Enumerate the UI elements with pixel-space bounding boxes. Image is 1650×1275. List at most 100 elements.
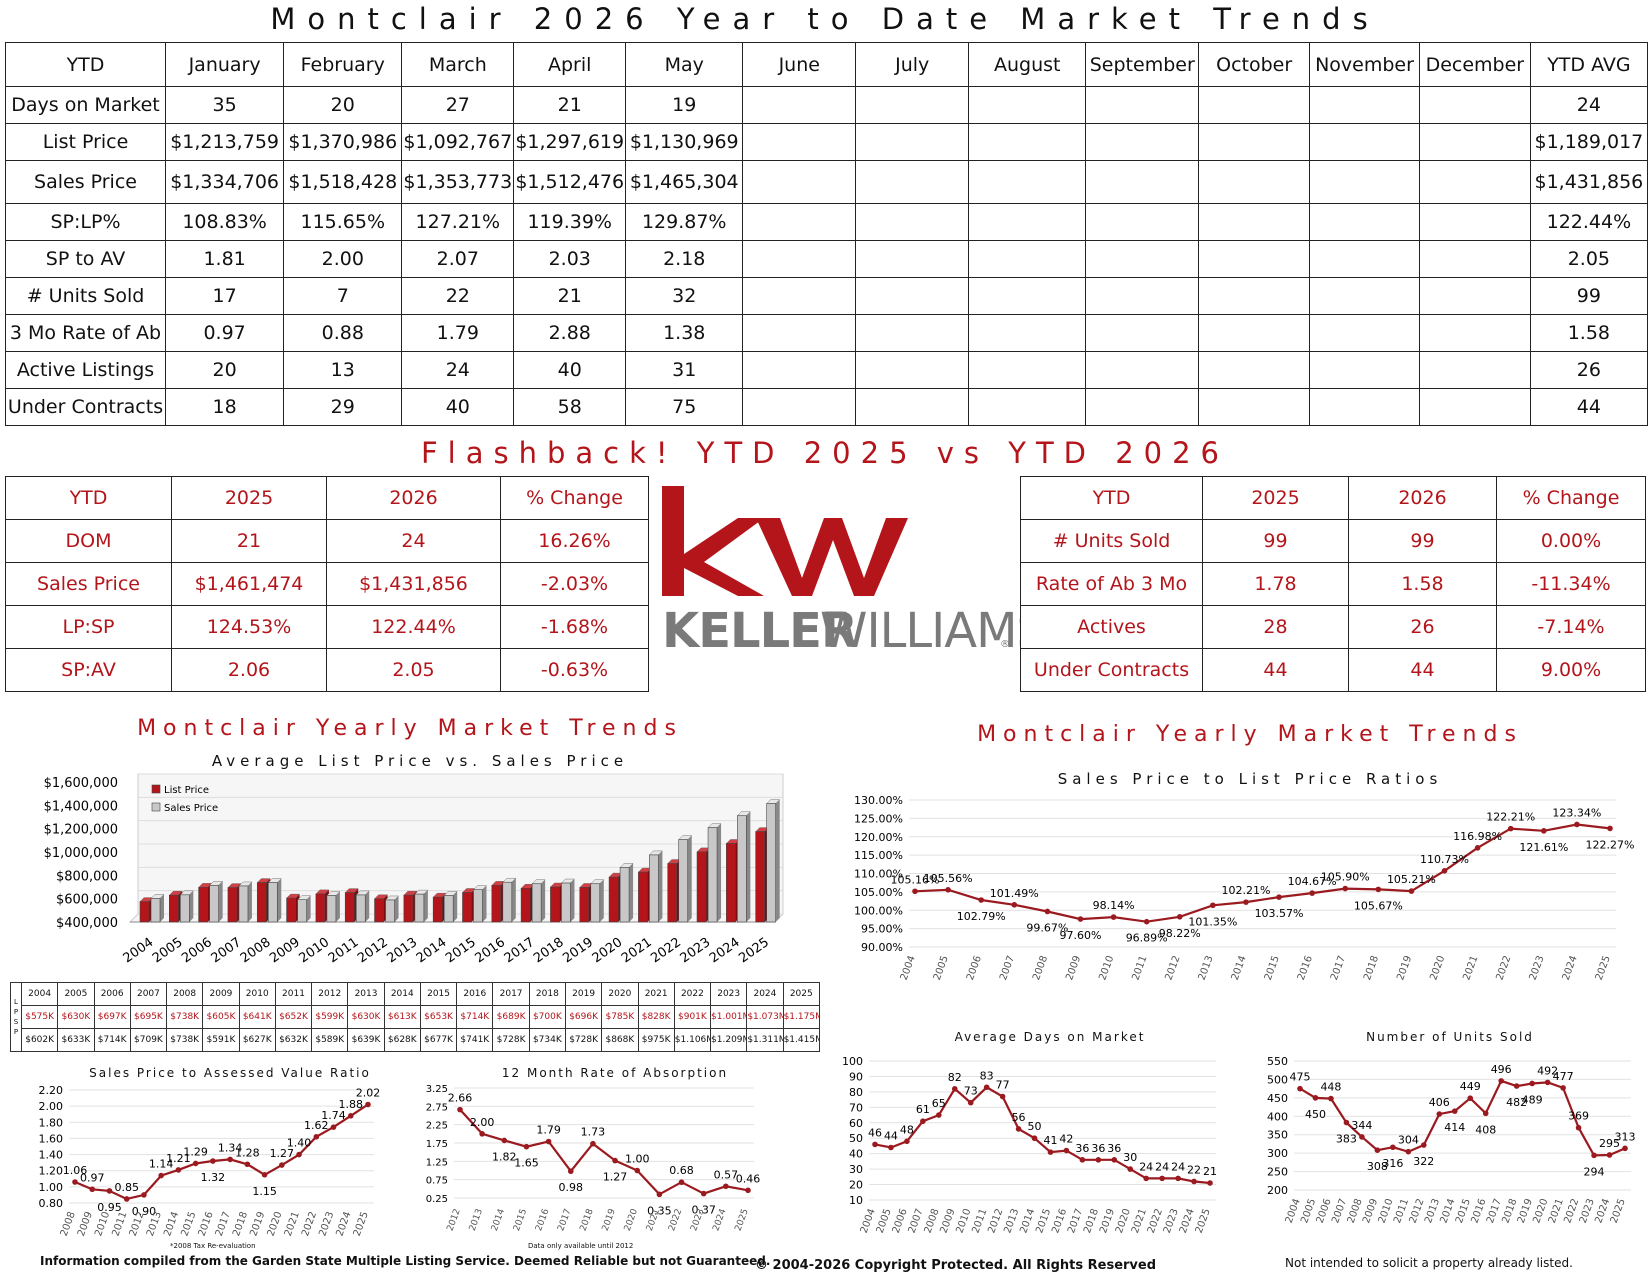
data-point — [920, 1118, 926, 1125]
bar-side — [218, 881, 223, 922]
ytd-cell: 32 — [625, 277, 744, 315]
x-tick-label: 2013 — [468, 1208, 485, 1233]
bar-side — [189, 890, 194, 922]
data-label: 1.34 — [218, 1141, 243, 1154]
data-point — [1175, 1175, 1181, 1182]
lpsp-list-cell: $828K — [637, 1005, 675, 1029]
lpsp-list-cell: $689K — [492, 1005, 530, 1029]
ytd-row: List Price $1,213,759 $1,370,986 $1,092,767… — [4, 123, 1649, 161]
data-point — [1451, 1108, 1458, 1114]
x-tick-label: 2025 — [1594, 954, 1613, 982]
flashback-cell: 44 — [1202, 648, 1349, 692]
data-label: 105.21% — [1387, 873, 1436, 886]
data-label: 369 — [1568, 1110, 1589, 1123]
data-point — [1513, 1083, 1520, 1089]
x-tick-label: 2012 — [128, 1210, 147, 1238]
lpsp-year-cell: 2022 — [673, 982, 712, 1006]
x-tick-label: 2017 — [1329, 954, 1348, 982]
data-point — [1421, 1142, 1427, 1148]
ytd-cell — [855, 388, 970, 426]
ytd-row-label: SP:LP% — [4, 203, 167, 241]
y-tick-label: 2.75 — [426, 1102, 448, 1113]
ytd-cell: 31 — [625, 351, 744, 389]
sales-price-bar — [737, 815, 747, 923]
logo-registered: ® — [1000, 639, 1010, 650]
lpsp-list-cell: $1.001M — [710, 1005, 748, 1029]
ytd-cell: $1,518,428 — [283, 160, 403, 204]
y-tick-label: 1.75 — [426, 1139, 448, 1150]
x-tick-label: 2020 — [266, 1210, 285, 1238]
data-label: 24 — [1171, 1160, 1185, 1173]
flashback-cell: 99 — [1202, 519, 1349, 563]
bar-chart-x-tick: 2024 — [707, 935, 743, 966]
absorption-note: Data only available until 2012 — [528, 1242, 634, 1250]
ytd-header-cell: January — [165, 42, 285, 87]
bar-chart-x-tick: 2015 — [443, 935, 479, 966]
x-tick-label: 2014 — [490, 1207, 507, 1232]
x-tick-label: 2005 — [932, 954, 951, 982]
ytd-avg-cell: 2.05 — [1529, 240, 1649, 278]
data-point — [983, 1084, 990, 1091]
sales-price-bar — [590, 883, 601, 923]
x-tick-label: 2011 — [1130, 954, 1149, 982]
y-tick-label: 0.25 — [426, 1194, 448, 1205]
y-tick-label: 1.80 — [39, 1116, 64, 1129]
data-label: 0.35 — [647, 1204, 672, 1217]
ytd-cell — [968, 351, 1087, 389]
x-tick-label: 2020 — [1428, 954, 1447, 982]
ytd-cell: $1,512,476 — [513, 160, 627, 204]
data-point — [1575, 1124, 1582, 1131]
list-price-bar — [315, 893, 326, 923]
y-tick-label: 0.80 — [39, 1197, 64, 1210]
x-tick-label: 2016 — [534, 1207, 551, 1232]
bar-chart-x-tick: 2022 — [648, 935, 684, 966]
data-point — [945, 887, 951, 893]
data-point — [1560, 1085, 1566, 1091]
lpsp-year-cell: 2011 — [274, 982, 313, 1006]
list-price-bar — [696, 851, 707, 923]
flashback-cell: 21 — [171, 519, 327, 563]
x-tick-label: 2014 — [162, 1210, 181, 1238]
data-point — [1591, 1152, 1597, 1159]
ytd-cell: 0.97 — [165, 314, 285, 352]
ytd-row: Under Contracts 18 29 40 58 75 44 — [4, 388, 1649, 426]
lpsp-sales-cell: $628K — [383, 1028, 421, 1052]
x-tick-label: 2018 — [231, 1210, 250, 1238]
data-label: 1.21 — [166, 1152, 191, 1165]
ytd-cell — [855, 123, 970, 161]
data-point — [1015, 1126, 1022, 1132]
ytd-row: Days on Market 35 20 27 21 19 24 — [4, 86, 1649, 124]
ytd-cell — [1085, 240, 1200, 278]
ytd-header-cell: February — [283, 42, 403, 87]
ytd-cell — [855, 86, 970, 124]
list-price-bar — [520, 887, 531, 923]
data-label: 105.56% — [924, 872, 973, 885]
ytd-cell — [1418, 388, 1531, 426]
lpsp-year-cell: 2019 — [564, 982, 603, 1006]
ytd-row-label: Under Contracts — [4, 388, 167, 426]
ytd-header-cell: YTD AVG — [1529, 42, 1649, 87]
x-tick-label: 2008 — [1031, 954, 1050, 982]
x-tick-label: 2017 — [556, 1208, 573, 1233]
data-label: 36 — [1107, 1142, 1121, 1155]
data-label: 102.21% — [1221, 884, 1270, 897]
lpsp-sales-cell: $728K — [564, 1028, 603, 1052]
data-label: 482 — [1506, 1096, 1527, 1109]
y-tick-label: 80 — [849, 1086, 863, 1099]
lpsp-sales-cell: $1.311M — [746, 1028, 784, 1052]
lpsp-sales-cell: $975K — [637, 1028, 675, 1052]
lpsp-list-cell: $613K — [383, 1005, 421, 1029]
data-point — [1436, 1111, 1443, 1117]
data-label: 73 — [964, 1085, 978, 1098]
ytd-avg-cell: 26 — [1529, 351, 1649, 389]
ytd-header-cell: YTD — [4, 42, 167, 87]
flashback-row: LP:SP 124.53% 122.44% -1.68% — [5, 605, 649, 649]
data-point — [1044, 908, 1051, 915]
data-point — [1328, 1095, 1334, 1102]
ytd-cell: 1.38 — [625, 314, 744, 352]
data-point — [612, 1157, 618, 1164]
data-label: 48 — [900, 1123, 914, 1136]
x-tick-label: 2016 — [197, 1210, 216, 1238]
legend-swatch — [151, 784, 161, 794]
data-point — [978, 897, 984, 903]
